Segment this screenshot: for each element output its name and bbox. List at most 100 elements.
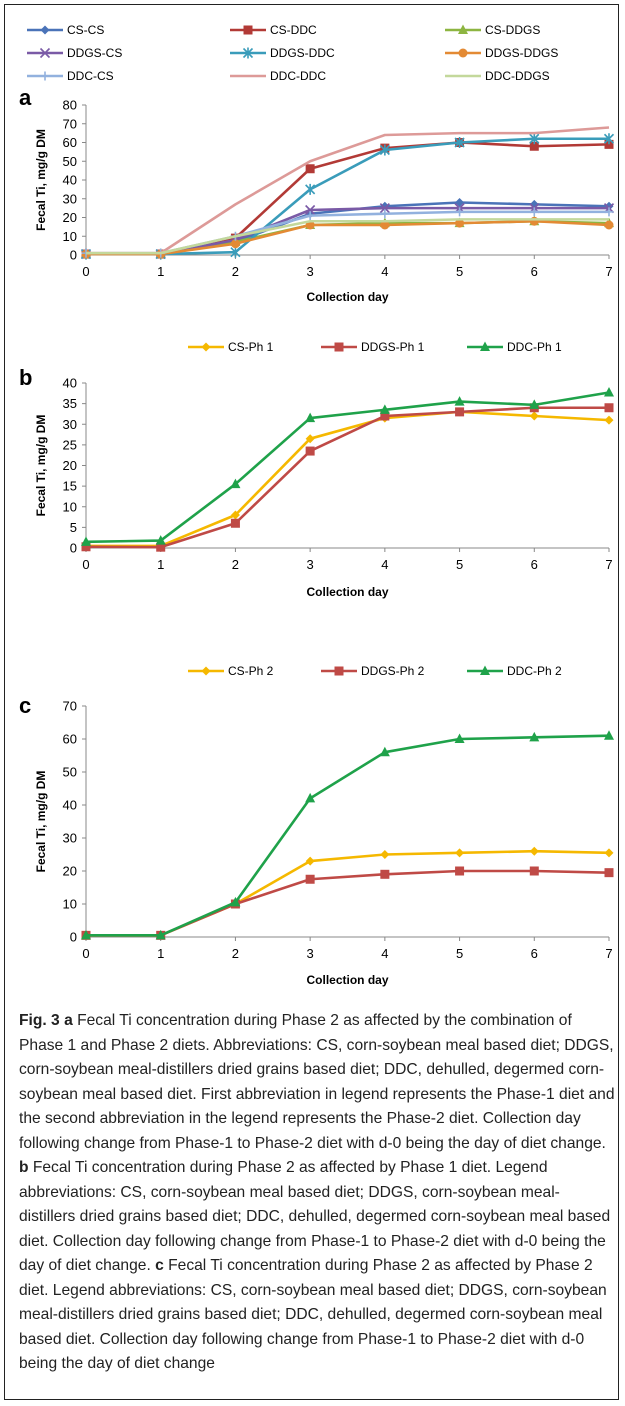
legend-label: DDC-Ph 2 — [507, 664, 562, 678]
data-point — [305, 792, 316, 803]
caption-letter-c: c — [155, 1257, 164, 1274]
panel-letter: a — [19, 85, 32, 110]
y-tick-label: 20 — [63, 210, 77, 225]
series-ddc-ddc — [86, 126, 610, 255]
caption-text-c: Fecal Ti concentration during Phase 2 as… — [19, 1257, 607, 1372]
series-ddc-ddgs — [86, 218, 609, 255]
x-tick-label: 2 — [232, 946, 239, 961]
data-point — [305, 204, 316, 216]
series-ddgs-ph-2 — [81, 866, 614, 940]
x-tick-label: 1 — [157, 557, 164, 572]
data-point — [604, 386, 614, 397]
x-tick-label: 2 — [232, 557, 239, 572]
legend-label: DDGS-Ph 2 — [361, 664, 425, 678]
series-ddc-ph-2 — [81, 730, 614, 940]
x-tick-label: 6 — [531, 264, 538, 279]
data-point — [305, 183, 316, 195]
x-tick-label: 6 — [531, 557, 538, 572]
data-point — [455, 218, 465, 228]
x-axis-title: Collection day — [306, 973, 388, 987]
series-line — [86, 218, 609, 255]
legend-label: DDC-DDC — [270, 69, 326, 83]
data-point — [529, 133, 540, 145]
data-point — [81, 536, 91, 546]
legend: CS-CS CS-DDC CS-DDGS DDGS-CS DDGS-DDC DDGS-DD… — [27, 23, 558, 83]
x-tick-label: 4 — [381, 946, 388, 961]
x-tick-label: 2 — [232, 264, 239, 279]
legend-marker — [242, 47, 254, 59]
data-point — [379, 404, 390, 414]
data-point — [379, 144, 390, 156]
y-tick-label: 20 — [63, 864, 77, 879]
series-ddgs-ph-1 — [81, 403, 614, 552]
caption-label: Fig. 3 — [19, 1012, 60, 1029]
series-cs-ph-1 — [81, 407, 614, 551]
y-tick-label: 70 — [63, 699, 77, 714]
data-point — [604, 730, 614, 740]
data-point — [603, 133, 615, 145]
data-point — [604, 403, 614, 413]
x-tick-label: 3 — [307, 264, 314, 279]
legend-marker — [480, 341, 490, 351]
y-tick-label: 50 — [63, 765, 77, 780]
x-tick-label: 5 — [456, 264, 463, 279]
y-tick-label: 40 — [63, 376, 77, 391]
caption-letter-a: a — [64, 1012, 73, 1029]
legend-label: DDC-DDGS — [485, 69, 550, 83]
data-point — [155, 535, 166, 545]
y-axis-title: Fecal Ti, mg/g DM — [34, 771, 48, 873]
legend: CS-Ph 1 DDGS-Ph 1 DDC-Ph 1 — [188, 340, 562, 354]
data-point — [305, 446, 315, 456]
series-line — [86, 126, 610, 255]
data-point — [604, 848, 614, 858]
data-point — [604, 139, 614, 149]
legend-marker — [243, 25, 253, 35]
legend-marker — [40, 25, 50, 35]
series-cs-ddc — [81, 138, 614, 259]
y-tick-label: 35 — [63, 396, 77, 411]
x-tick-label: 7 — [605, 264, 612, 279]
caption-text-a: Fecal Ti concentration during Phase 2 as… — [19, 1012, 615, 1152]
x-tick-label: 7 — [605, 946, 612, 961]
data-point — [230, 478, 241, 489]
y-tick-label: 20 — [63, 458, 77, 473]
y-tick-label: 60 — [63, 135, 77, 150]
data-point — [380, 869, 390, 879]
series-line — [86, 210, 609, 255]
data-point — [81, 542, 91, 552]
y-tick-label: 10 — [63, 897, 77, 912]
data-point — [230, 896, 241, 907]
y-tick-label: 0 — [70, 930, 77, 945]
data-point — [156, 542, 166, 552]
data-point — [454, 733, 465, 743]
legend-label: CS-Ph 2 — [228, 664, 274, 678]
data-point — [305, 856, 315, 866]
x-axis-title: Collection day — [306, 585, 388, 599]
data-point — [380, 209, 390, 219]
legend-marker — [40, 71, 50, 81]
chart-panel-b: b 0 5 10 15 20 25 30 35 40 0 1 2 3 4 5 6 7 Collection day F… — [19, 340, 614, 599]
data-point — [529, 399, 540, 409]
y-tick-label: 0 — [70, 541, 77, 556]
data-point — [305, 874, 315, 884]
data-point — [455, 207, 465, 217]
y-axis-title: Fecal Ti, mg/g DM — [34, 415, 48, 517]
x-tick-label: 3 — [307, 946, 314, 961]
x-tick-label: 0 — [82, 264, 89, 279]
data-point — [305, 434, 315, 444]
series-ddgs-ddc — [80, 133, 615, 260]
legend-label: CS-DDC — [270, 23, 317, 37]
panel-letter: b — [19, 365, 32, 390]
x-tick-label: 7 — [605, 557, 612, 572]
data-point — [455, 848, 465, 858]
series-line — [85, 391, 610, 544]
y-tick-label: 10 — [63, 499, 77, 514]
data-point — [155, 929, 166, 940]
legend-label: DDC-Ph 1 — [507, 340, 562, 354]
x-tick-label: 0 — [82, 946, 89, 961]
legend-marker — [201, 342, 211, 352]
data-point — [230, 510, 240, 520]
data-point — [305, 164, 315, 174]
y-tick-label: 30 — [63, 417, 77, 432]
y-tick-label: 25 — [63, 437, 77, 452]
